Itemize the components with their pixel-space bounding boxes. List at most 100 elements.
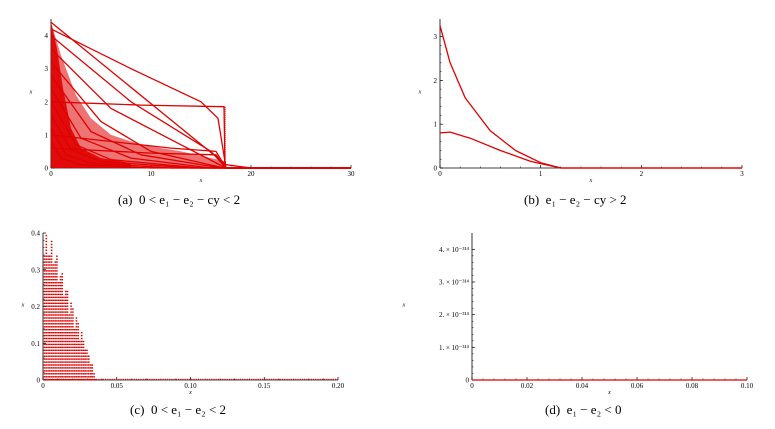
caption-d: (d) e₁ − e₂ < 0 (545, 402, 621, 418)
c-point (75, 346, 78, 349)
c-point (65, 334, 67, 337)
c-baseline-point (140, 378, 142, 380)
c-point (49, 255, 51, 257)
c-point (68, 334, 71, 337)
c-point (50, 379, 53, 381)
c-point (68, 355, 71, 357)
c-point (56, 273, 58, 275)
c-point (56, 373, 58, 375)
c-point (47, 317, 49, 319)
c-point (77, 379, 79, 381)
c-point (52, 293, 55, 296)
c-point (49, 346, 51, 349)
c-baseline-point (193, 378, 195, 380)
b-x-tick-label: 2 (640, 170, 644, 178)
c-point (56, 349, 58, 351)
c-point (82, 373, 85, 375)
c-point (80, 334, 83, 337)
c-point (49, 334, 51, 337)
c-point (47, 261, 49, 263)
c-point (66, 352, 69, 354)
c-point (70, 305, 72, 307)
c-point (57, 376, 60, 378)
c-point (52, 323, 55, 325)
c-point (56, 261, 58, 263)
c-point (57, 305, 60, 307)
c-point (61, 296, 63, 299)
c-point (86, 358, 88, 360)
c-point (56, 314, 58, 316)
c-point (49, 293, 51, 296)
c-point (65, 296, 67, 299)
c-point (49, 364, 51, 366)
c-point (70, 340, 72, 343)
a-y-tick-label: 2 (45, 98, 49, 106)
c-baseline-point (173, 378, 175, 380)
c-point (95, 379, 97, 381)
c-point (63, 299, 65, 301)
c-point (72, 376, 74, 378)
c-point (43, 332, 46, 334)
c-point (65, 337, 67, 340)
c-point (66, 296, 69, 299)
c-point (88, 376, 90, 378)
c-point (49, 329, 51, 331)
c-point (47, 273, 49, 275)
c-point (50, 367, 53, 369)
c-point (66, 367, 69, 369)
c-point (68, 364, 71, 366)
c-point (65, 343, 67, 346)
c-baseline-point (166, 378, 169, 380)
c-point (47, 287, 49, 290)
c-point (56, 320, 58, 322)
c-point (63, 302, 65, 304)
c-point (68, 349, 71, 351)
panel-b-chart: 0 1 2 3 0 1 2 3 x x (418, 19, 744, 184)
c-point (45, 284, 48, 287)
c-baseline-point (43, 378, 45, 380)
c-baseline-point (122, 378, 124, 380)
c-point (73, 364, 76, 366)
c-baseline-point (324, 378, 326, 380)
c-point (52, 273, 55, 275)
c-baseline-point (217, 378, 219, 380)
c-point (66, 329, 69, 331)
c-point (84, 376, 86, 378)
b-x-tick-label: 1 (539, 170, 543, 178)
c-point (80, 340, 83, 343)
c-point (77, 343, 79, 346)
c-baseline-point (71, 378, 73, 380)
b-x-tick-label: 3 (740, 170, 744, 178)
c-point (61, 329, 63, 331)
c-baseline-point (246, 378, 248, 380)
c-point (68, 346, 71, 349)
c-point (80, 373, 83, 375)
c-baseline-point (288, 378, 290, 380)
c-point (88, 379, 90, 381)
c-point (77, 376, 79, 378)
c-point (43, 358, 46, 360)
c-point (86, 349, 88, 351)
c-point (77, 370, 79, 372)
c-point (66, 355, 69, 357)
c-baseline-point (315, 378, 317, 380)
c-point (50, 346, 53, 349)
c-point (61, 305, 63, 307)
d-y-tick-label: 4. × 10⁻³¹⁴ (439, 246, 470, 254)
c-point (73, 361, 76, 363)
c-point (56, 364, 58, 366)
c-point (52, 352, 55, 354)
c-baseline-point (310, 378, 312, 380)
c-baseline-point (62, 378, 65, 380)
c-point (50, 343, 53, 346)
c-point (79, 367, 81, 369)
c-point (82, 340, 85, 343)
c-point (61, 282, 63, 284)
b-x-axis-label: x (589, 178, 593, 184)
c-point (45, 246, 48, 249)
c-point (54, 340, 56, 343)
c-point (43, 308, 46, 310)
c-point (65, 314, 67, 316)
c-point (56, 317, 58, 319)
c-baseline-point (60, 378, 62, 380)
